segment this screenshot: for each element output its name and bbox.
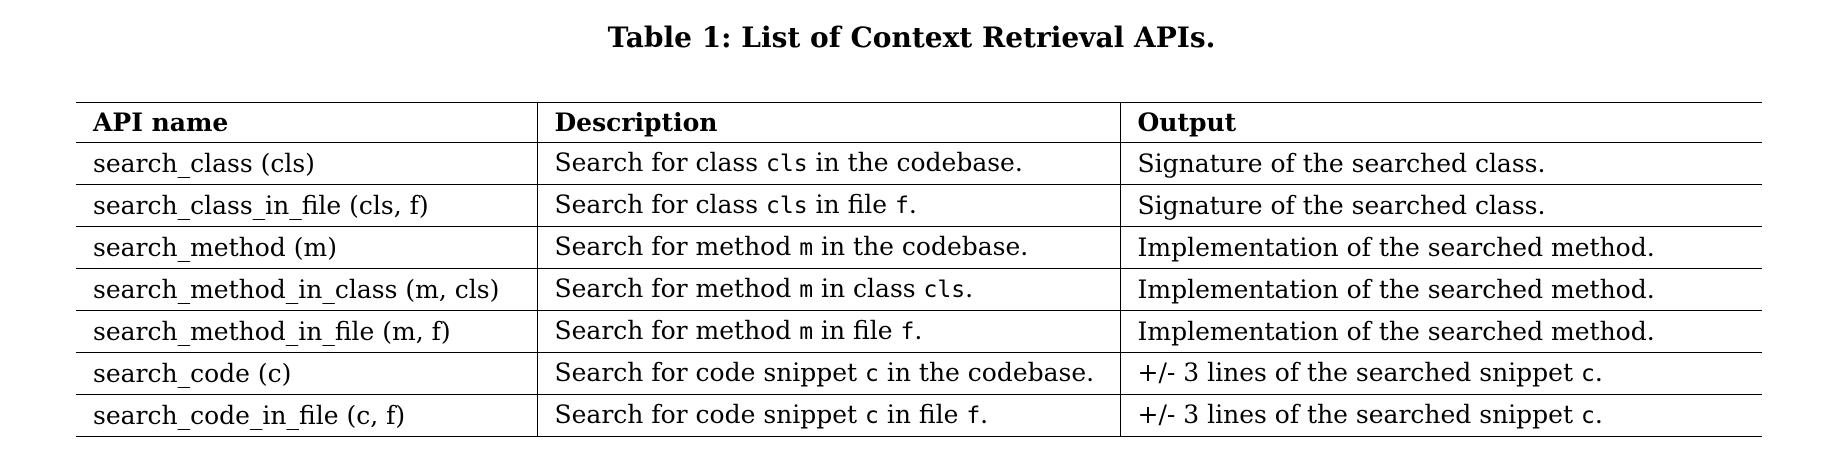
- code-segment: m: [799, 235, 814, 261]
- text-segment: in file: [878, 400, 967, 429]
- api-name-cell: search_method_in_file (m, f): [76, 310, 537, 353]
- code-segment: c: [1580, 361, 1595, 387]
- text-segment: Implementation of the searched method.: [1137, 275, 1655, 304]
- text-segment: .: [914, 316, 923, 345]
- header-row: API name Description Output: [76, 102, 1762, 143]
- text-segment: Implementation of the searched method.: [1137, 317, 1655, 346]
- api-name-cell: search_class (cls): [76, 142, 537, 185]
- code-segment: f: [900, 319, 915, 345]
- output-cell: +/- 3 lines of the searched snippet c.: [1119, 394, 1762, 437]
- table-caption: Table 1: List of Context Retrieval APIs.: [607, 21, 1216, 54]
- text-segment: .: [965, 274, 974, 303]
- text-segment: Search for method: [554, 232, 800, 261]
- code-segment: c: [1580, 403, 1595, 429]
- code-segment: cls: [923, 277, 966, 303]
- description-cell: Search for class cls in file f.: [536, 184, 1120, 227]
- api-name-cell: search_method_in_class (m, cls): [76, 268, 537, 311]
- description-cell: Search for method m in the codebase.: [536, 226, 1120, 269]
- text-segment: .: [980, 400, 989, 429]
- table-body: search_class (cls) Search for class cls i…: [76, 142, 1762, 437]
- text-segment: Search for code snippet: [554, 358, 866, 387]
- text-segment: Search for method: [554, 316, 800, 345]
- text-segment: Search for method: [554, 274, 800, 303]
- text-segment: +/- 3 lines of the searched snippet: [1137, 358, 1581, 387]
- description-cell: Search for method m in file f.: [536, 310, 1120, 353]
- text-segment: Search for class: [554, 148, 767, 177]
- header-description: Description: [536, 102, 1120, 143]
- text-segment: .: [908, 190, 917, 219]
- table-row: search_method_in_class (m, cls) Search fo…: [76, 268, 1762, 311]
- table-row: search_class_in_file (cls, f) Search for …: [76, 184, 1762, 227]
- text-segment: Signature of the searched class.: [1137, 149, 1546, 178]
- code-segment: c: [865, 361, 879, 387]
- code-segment: cls: [766, 193, 808, 219]
- api-name-cell: search_method (m): [76, 226, 537, 269]
- code-segment: cls: [766, 151, 808, 177]
- code-segment: m: [799, 277, 814, 303]
- text-segment: Search for code snippet: [554, 400, 866, 429]
- api-table: API name Description Output search_class…: [76, 102, 1762, 437]
- table-row: search_method_in_file (m, f) Search for m…: [76, 310, 1762, 353]
- text-segment: .: [1594, 358, 1603, 387]
- header-api-name: API name: [76, 102, 537, 143]
- text-segment: in the codebase.: [807, 148, 1023, 177]
- code-segment: c: [865, 403, 879, 429]
- code-segment: f: [895, 193, 909, 219]
- text-segment: +/- 3 lines of the searched snippet: [1137, 400, 1581, 429]
- table-row: search_method (m) Search for method m in …: [76, 226, 1762, 269]
- output-cell: +/- 3 lines of the searched snippet c.: [1119, 352, 1762, 395]
- code-segment: f: [966, 403, 981, 429]
- api-table-container: API name Description Output search_class…: [76, 102, 1762, 437]
- output-cell: Implementation of the searched method.: [1119, 310, 1762, 353]
- description-cell: Search for method m in class cls.: [536, 268, 1120, 311]
- text-segment: .: [1594, 400, 1603, 429]
- api-name-cell: search_code (c): [76, 352, 537, 395]
- text-segment: Search for class: [554, 190, 767, 219]
- text-segment: in file: [813, 316, 901, 345]
- output-cell: Signature of the searched class.: [1119, 142, 1762, 185]
- text-segment: in the codebase.: [878, 358, 1095, 387]
- description-cell: Search for code snippet c in the codebas…: [536, 352, 1120, 395]
- text-segment: Signature of the searched class.: [1137, 191, 1546, 220]
- output-cell: Signature of the searched class.: [1119, 184, 1762, 227]
- table-row: search_class (cls) Search for class cls i…: [76, 142, 1762, 185]
- output-cell: Implementation of the searched method.: [1119, 226, 1762, 269]
- header-output: Output: [1119, 102, 1762, 143]
- text-segment: in file: [807, 190, 895, 219]
- text-segment: in class: [813, 274, 924, 303]
- table-row: search_code_in_file (c, f) Search for cod…: [76, 394, 1762, 437]
- output-cell: Implementation of the searched method.: [1119, 268, 1762, 311]
- description-cell: Search for class cls in the codebase.: [536, 142, 1120, 185]
- text-segment: Implementation of the searched method.: [1137, 233, 1655, 262]
- description-cell: Search for code snippet c in file f.: [536, 394, 1120, 437]
- api-name-cell: search_class_in_file (cls, f): [76, 184, 537, 227]
- text-segment: in the codebase.: [813, 232, 1029, 261]
- code-segment: m: [799, 319, 814, 345]
- api-name-cell: search_code_in_file (c, f): [76, 394, 537, 437]
- table-row: search_code (c) Search for code snippet c…: [76, 352, 1762, 395]
